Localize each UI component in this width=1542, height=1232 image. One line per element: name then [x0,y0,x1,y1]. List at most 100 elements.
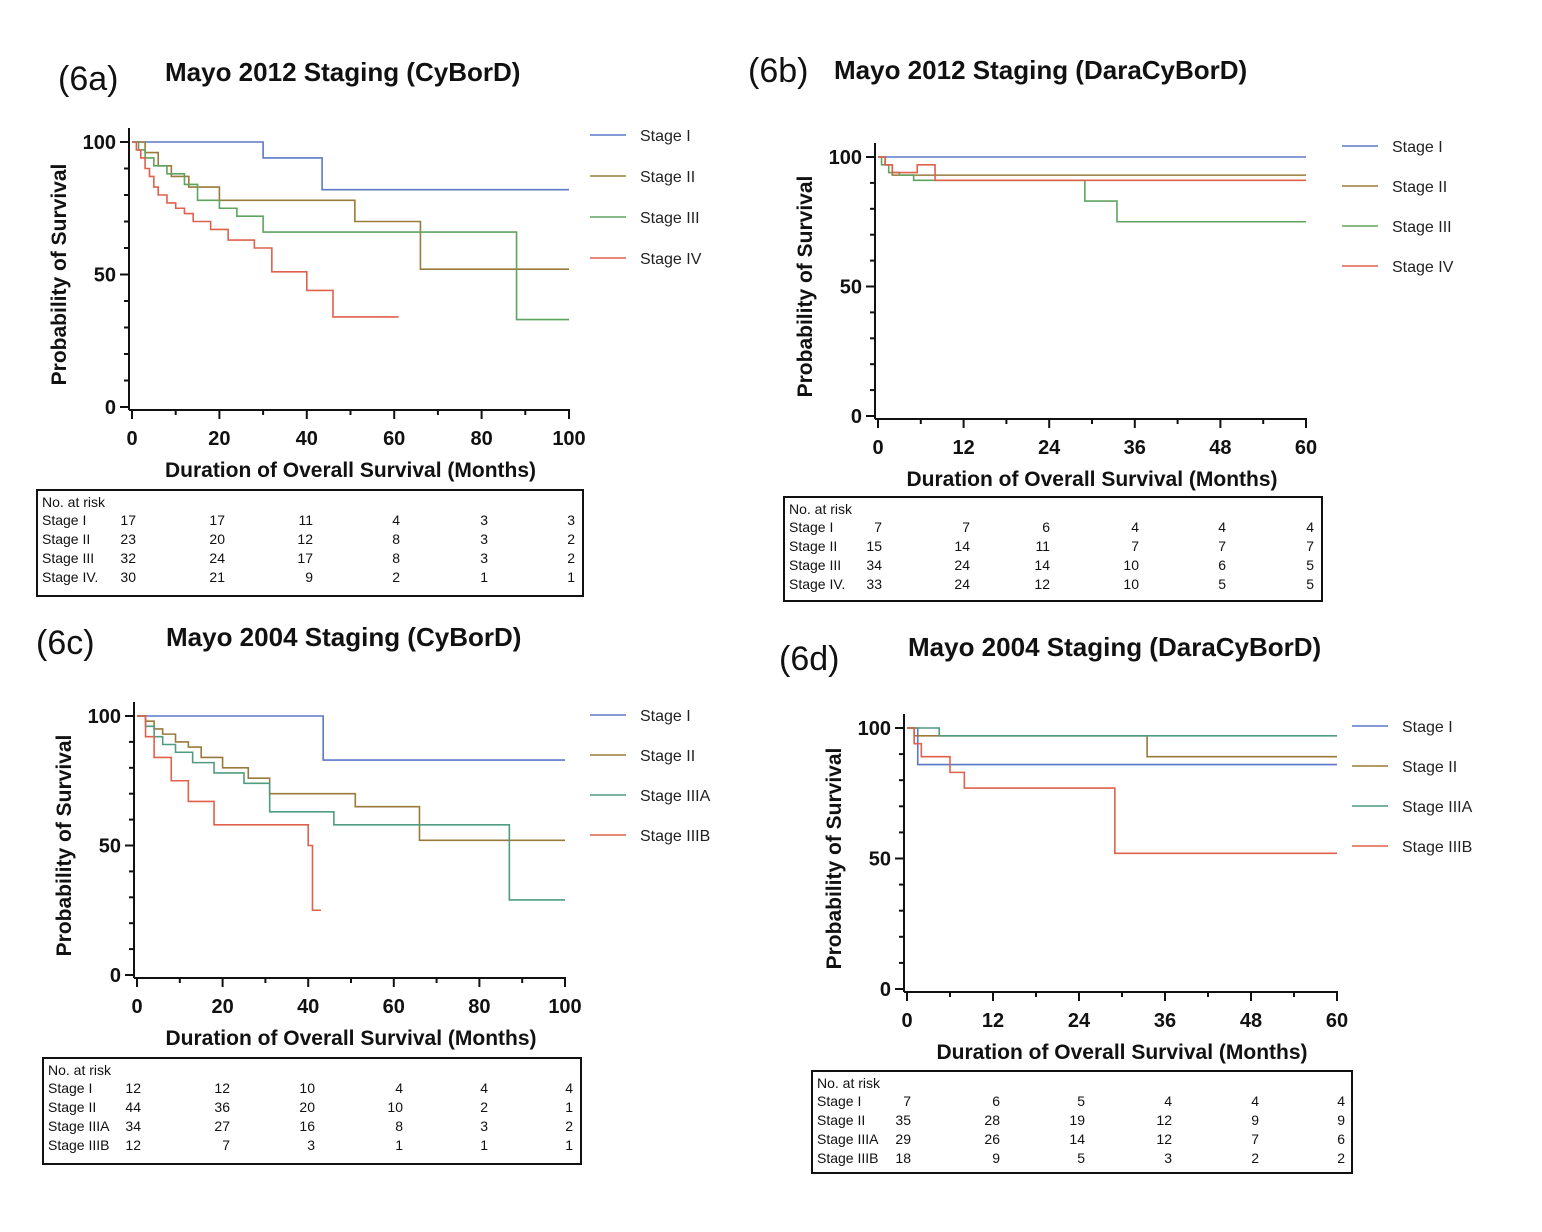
legend-label-stage-iiia-6c: Stage IIIA [640,788,711,805]
risk-cell: 14 [1034,557,1050,573]
risk-cell: 12 [1156,1112,1172,1128]
risk-cell: 9 [1251,1112,1259,1128]
legend-label-stage-iii-6b: Stage III [1392,219,1452,236]
x-tick-label-6d: 48 [1240,1010,1262,1032]
risk-cell: 6 [1337,1131,1345,1147]
risk-table-row: Stage IIIA 34 27 16 8 3 2 [44,1117,580,1135]
chart-title-6d: Mayo 2004 Staging (DaraCyBorD) [908,632,1322,662]
risk-cell: 18 [895,1150,911,1166]
risk-cell: 11 [1035,538,1050,554]
series-line-stage-iiia-6c [137,715,565,901]
risk-table-row: Stage IV. 33 24 12 10 5 5 [785,575,1321,593]
risk-cell: 24 [954,576,970,592]
risk-table-header: No. at risk [48,1062,112,1078]
legend-label-stage-iv-6a: Stage IV [640,251,702,268]
series-line-stage-iv-6a [132,141,399,318]
risk-table-6b: No. at risk Stage I 7 7 6 4 4 4 Stage II 15 14 11 7 7… [783,496,1323,602]
risk-cell: 9 [992,1150,1000,1166]
legend-label-stage-iiia-6d: Stage IIIA [1402,799,1473,816]
risk-cell: 20 [209,531,225,547]
risk-cell: 2 [565,1118,573,1134]
risk-table-header: No. at risk [817,1075,881,1091]
x-tick-label-6c: 60 [383,996,405,1018]
risk-cell: 3 [480,531,488,547]
risk-cell: 28 [984,1112,1000,1128]
risk-cell: 17 [297,550,313,566]
x-tick-label-6c: 0 [131,996,142,1018]
risk-row-label: Stage IIIA [817,1131,879,1147]
x-tick-label-6b: 12 [952,437,974,459]
series-line-stage-iii-6b [878,156,1306,223]
risk-cell: 10 [387,1099,403,1115]
risk-cell: 1 [565,1137,573,1153]
risk-cell: 4 [1306,519,1314,535]
x-tick-label-6a: 20 [208,428,230,450]
risk-cell: 4 [392,512,400,528]
risk-cell: 5 [1218,576,1226,592]
series-line-stage-iiib-6c [137,715,322,912]
risk-row-label: Stage I [817,1093,862,1109]
series-line-stage-iiib-6d [907,727,1337,855]
risk-row-label: Stage IIIB [48,1137,110,1153]
risk-cell: 5 [1306,576,1314,592]
risk-cell: 6 [1042,519,1050,535]
y-tick-label-6c: 50 [99,836,121,858]
x-axis-label-6c: Duration of Overall Survival (Months) [165,1027,536,1050]
legend-label-stage-i-6c: Stage I [640,708,691,725]
risk-table-row: Stage IIIB 18 9 5 3 2 2 [813,1149,1351,1167]
risk-cell: 32 [120,550,136,566]
risk-cell: 2 [1251,1150,1259,1166]
risk-table-row: Stage IIIB 12 7 3 1 1 1 [44,1136,580,1154]
risk-row-label: Stage II [48,1099,97,1115]
risk-cell: 1 [480,1137,488,1153]
x-tick-label-6c: 100 [548,996,581,1018]
series-line-stage-iv-6b [878,156,1306,182]
risk-cell: 4 [1251,1093,1259,1109]
y-tick-label-6a: 0 [105,397,116,419]
risk-cell: 2 [1337,1150,1345,1166]
risk-cell: 7 [222,1137,230,1153]
risk-cell: 5 [1306,557,1314,573]
risk-cell: 2 [392,569,400,585]
risk-cell: 10 [1123,557,1139,573]
risk-cell: 44 [125,1099,141,1115]
x-tick-label-6b: 0 [872,437,883,459]
panel-label-6b: (6b) [748,52,809,90]
x-tick-label-6a: 60 [383,428,405,450]
legend-label-stage-ii-6a: Stage II [640,169,695,186]
risk-cell: 12 [214,1080,230,1096]
y-tick-label-6a: 100 [83,132,116,154]
y-axis-label-6a: Probability of Survival [48,164,71,386]
legend-label-stage-iii-6a: Stage III [640,210,700,227]
x-axis-label-6a: Duration of Overall Survival (Months) [165,459,536,482]
series-line-stage-i-6a [132,141,569,191]
risk-row-label: Stage IV. [789,576,846,592]
risk-cell: 15 [866,538,882,554]
risk-table-row: Stage II 15 14 11 7 7 7 [785,537,1321,555]
y-tick-label-6d: 100 [858,718,891,740]
risk-cell: 36 [214,1099,230,1115]
x-tick-label-6c: 40 [297,996,319,1018]
risk-cell: 5 [1077,1093,1085,1109]
risk-cell: 34 [125,1118,141,1134]
risk-row-label: Stage I [42,512,87,528]
risk-cell: 7 [874,519,882,535]
risk-table-6c: No. at risk Stage I 12 12 10 4 4 4 Stage II 44 36 2… [42,1057,582,1165]
risk-table-row: Stage III 34 24 14 10 6 5 [785,556,1321,574]
risk-cell: 14 [954,538,970,554]
risk-cell: 7 [962,519,970,535]
risk-row-label: Stage II [817,1112,866,1128]
series-line-stage-iii-6a [132,141,569,321]
risk-table-header: No. at risk [42,494,106,510]
x-axis-label-6b: Duration of Overall Survival (Months) [906,468,1277,491]
chart-title-6a: Mayo 2012 Staging (CyBorD) [165,57,521,87]
risk-cell: 24 [954,557,970,573]
risk-row-label: Stage I [789,519,834,535]
chart-title-6b: Mayo 2012 Staging (DaraCyBorD) [834,55,1248,85]
risk-cell: 9 [305,569,313,585]
risk-cell: 4 [1337,1093,1345,1109]
series-line-stage-ii-6d [907,727,1337,758]
x-tick-label-6b: 24 [1038,437,1061,459]
